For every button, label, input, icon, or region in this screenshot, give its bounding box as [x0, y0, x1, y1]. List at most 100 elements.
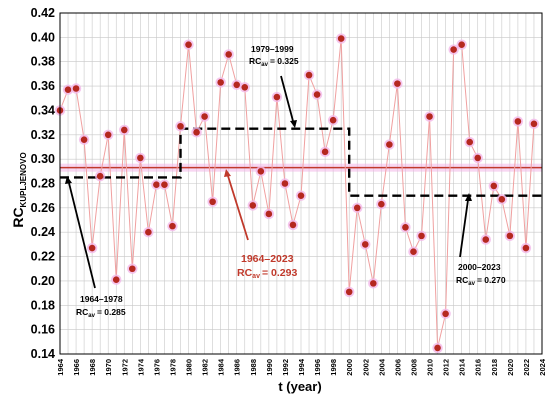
- data-point: [169, 222, 176, 230]
- x-tick-label: 2022: [522, 359, 531, 376]
- x-tick-label: 1968: [88, 359, 97, 376]
- data-point: [498, 196, 506, 203]
- y-tick-label: 0.22: [31, 250, 55, 264]
- data-point: [386, 141, 393, 148]
- data-point: [177, 122, 184, 130]
- x-tick-label: 2016: [474, 359, 483, 376]
- x-tick-label: 2006: [393, 359, 402, 376]
- data-point: [96, 172, 104, 180]
- y-tick-label: 0.32: [31, 128, 55, 142]
- x-tick-label: 1992: [281, 359, 290, 376]
- x-tick-label: 1974: [136, 358, 145, 376]
- data-point: [193, 129, 200, 136]
- data-point: [153, 181, 160, 189]
- data-point: [297, 192, 305, 199]
- x-tick-label: 2010: [426, 359, 435, 376]
- y-tick-label: 0.42: [31, 6, 55, 20]
- plot-frame: [59, 12, 543, 355]
- x-tick-label: 2004: [377, 358, 386, 376]
- x-tick-label: 1970: [104, 359, 113, 376]
- data-point: [450, 46, 457, 53]
- y-tick-label: 0.24: [31, 225, 55, 239]
- annotation-period-2000-2023: 2000–2023: [458, 262, 501, 272]
- data-point: [474, 154, 482, 162]
- x-tick-label: 2002: [361, 359, 370, 376]
- tick-labels-layer: 0.14 0.16 0.18 0.20 0.22 0.24 0.26 0.28 0.30 0.32…: [31, 6, 547, 376]
- data-point: [305, 71, 313, 79]
- y-axis-title-main: RC: [10, 207, 26, 227]
- x-tick-label: 2018: [490, 359, 499, 376]
- data-point: [145, 228, 152, 236]
- x-tick-label: 1998: [329, 359, 338, 376]
- data-point: [185, 41, 192, 48]
- data-point: [345, 288, 353, 296]
- data-point: [104, 131, 112, 139]
- period-mean-layer: [60, 127, 542, 197]
- data-point: [329, 116, 337, 124]
- data-point: [337, 35, 345, 42]
- data-point: [442, 310, 449, 318]
- annotation-value-2000-2023: RCav = 0.270: [456, 275, 506, 287]
- data-point: [233, 81, 241, 89]
- data-point: [353, 204, 361, 212]
- data-point: [217, 79, 224, 86]
- y-axis-title-sub: KUPLJENOVO: [19, 152, 28, 207]
- grid-layer: [59, 12, 543, 355]
- x-tick-label: 2000: [345, 359, 354, 376]
- annotation-period-1979-1999: 1979–1999: [251, 44, 294, 54]
- data-point: [64, 86, 72, 94]
- data-point: [434, 344, 441, 352]
- data-point: [88, 244, 96, 252]
- data-point: [426, 113, 433, 120]
- x-tick-label: 1980: [185, 359, 194, 376]
- data-point: [281, 180, 289, 187]
- data-point: [209, 198, 216, 206]
- data-point: [482, 236, 490, 243]
- y-tick-label: 0.34: [31, 103, 55, 117]
- data-point: [321, 148, 329, 156]
- x-tick-label: 2008: [409, 359, 418, 376]
- y-axis-title: RCKUPLJENOVO: [10, 152, 28, 227]
- data-point: [530, 120, 538, 128]
- data-point: [506, 232, 514, 240]
- data-point: [273, 93, 281, 101]
- data-point: [490, 182, 498, 190]
- overall-mean-layer: [60, 163, 542, 172]
- data-point: [265, 210, 273, 218]
- x-tick-label: 2012: [442, 359, 451, 376]
- y-tick-label: 0.36: [31, 79, 55, 93]
- data-point: [522, 244, 530, 252]
- y-tick-label: 0.16: [31, 323, 55, 337]
- data-point: [129, 265, 136, 273]
- data-point: [466, 138, 474, 146]
- y-tick-label: 0.26: [31, 201, 55, 215]
- x-tick-label: 1994: [297, 358, 306, 376]
- x-tick-label: 1988: [249, 359, 258, 376]
- annotations-layer: 1964–1978 RCav = 0.285 1979–1999 RCav = 0.…: [65, 44, 506, 319]
- x-tick-label: 1978: [168, 359, 177, 376]
- data-point: [257, 168, 265, 175]
- annotation-period-1964-1978: 1964–1978: [80, 294, 123, 304]
- x-tick-label: 2020: [506, 359, 515, 376]
- data-point: [225, 51, 232, 58]
- data-point: [80, 136, 88, 143]
- x-tick-label: 1982: [201, 359, 210, 376]
- annotation-period-1964-2023: 1964–2023: [241, 253, 294, 265]
- axes-layer: [59, 12, 543, 355]
- data-point: [313, 91, 321, 98]
- data-point: [289, 221, 297, 229]
- annotation-arrowhead-1964-2023: [224, 169, 231, 177]
- data-point: [241, 83, 249, 91]
- data-point: [514, 118, 522, 125]
- data-point: [410, 248, 417, 255]
- annotation-arrow-1979-1999: [280, 75, 294, 122]
- x-tick-label: 1972: [120, 359, 129, 376]
- x-tick-label: 1984: [217, 358, 226, 376]
- data-point: [161, 181, 168, 189]
- data-point: [72, 85, 80, 92]
- data-point: [378, 200, 385, 208]
- x-tick-label: 1964: [56, 358, 65, 376]
- data-point: [249, 202, 257, 209]
- y-tick-label: 0.40: [31, 30, 55, 44]
